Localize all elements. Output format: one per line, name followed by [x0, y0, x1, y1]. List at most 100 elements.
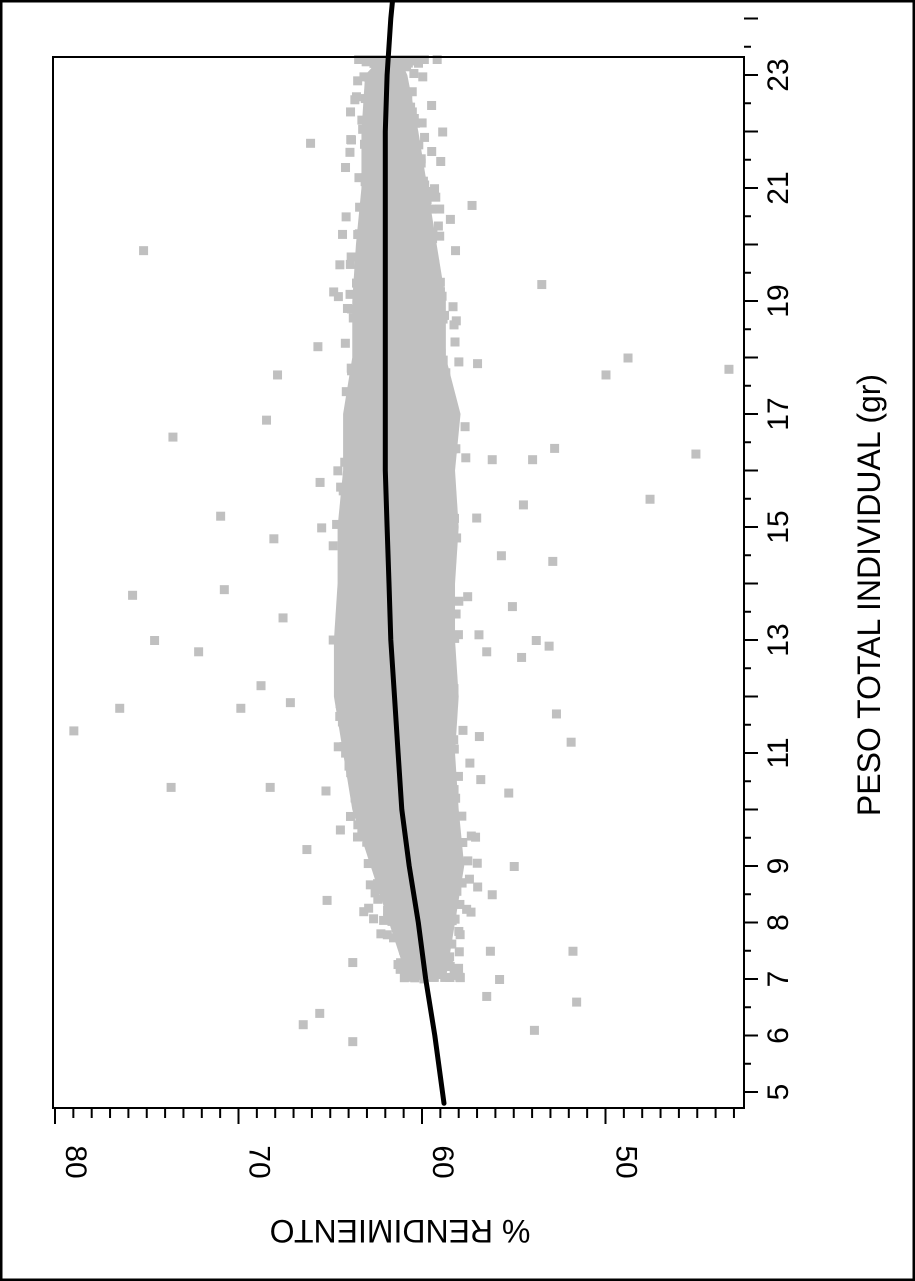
bulk-point	[355, 55, 365, 64]
scatter-point	[568, 946, 578, 956]
bulk-point	[328, 635, 338, 645]
scatter-point	[528, 455, 538, 465]
scatter-point	[269, 534, 279, 544]
bulk-point	[333, 742, 343, 752]
bulk-point	[315, 477, 325, 487]
bulk-point	[382, 930, 392, 940]
scatter-point	[216, 511, 226, 521]
scatter-point	[285, 698, 295, 708]
bulk-point	[346, 107, 356, 117]
bulk-core	[352, 809, 465, 866]
bulk-point	[332, 519, 342, 529]
scatter-point	[474, 732, 484, 742]
scatter-point	[529, 1025, 539, 1035]
scatter-point	[572, 997, 582, 1007]
bulk-point	[317, 523, 327, 533]
bulk-point	[340, 338, 350, 348]
bulk-point	[354, 173, 364, 183]
bulk-point	[345, 289, 355, 299]
scatter-point	[601, 370, 611, 380]
bulk-point	[463, 592, 473, 602]
bulk-point	[359, 72, 369, 82]
bulk-point	[465, 758, 475, 768]
bulk-point	[463, 856, 473, 866]
scatter-point	[548, 556, 558, 566]
bulk-point	[455, 899, 465, 909]
y-tick-label: 60	[426, 1145, 459, 1178]
bulk-point	[427, 204, 437, 214]
scatter-point	[69, 726, 79, 736]
bulk-point	[369, 914, 379, 924]
bulk-core	[352, 244, 446, 301]
bulk-point	[364, 903, 374, 913]
scatter-point	[473, 359, 483, 369]
bulk-point	[341, 387, 351, 397]
x-tick-label: 7	[762, 971, 795, 988]
bulk-cloud	[315, 55, 486, 984]
scatter-point	[150, 636, 160, 645]
x-tick-label: 8	[762, 914, 795, 931]
bulk-point	[454, 926, 464, 936]
bulk-point	[420, 132, 430, 142]
bulk-core	[337, 527, 459, 584]
bulk-point	[352, 832, 362, 842]
bulk-point	[341, 212, 351, 222]
bulk-point	[435, 231, 445, 241]
bulk-point	[453, 630, 463, 640]
bulk-point	[345, 259, 355, 269]
bulk-point	[353, 76, 363, 86]
x-tick-label: 9	[762, 858, 795, 875]
scatter-point	[551, 709, 561, 719]
bulk-point	[457, 811, 467, 821]
bulk-point	[454, 596, 464, 606]
bulk-point	[431, 192, 441, 202]
bulk-core	[352, 301, 446, 358]
bulk-point	[333, 466, 343, 476]
bulk-point	[383, 913, 393, 923]
bulk-point	[454, 947, 464, 957]
scatter-point	[566, 737, 576, 747]
scatter-point	[348, 958, 358, 968]
bulk-point	[341, 163, 351, 173]
bulk-point	[405, 55, 415, 64]
scatter-point	[359, 907, 369, 917]
bulk-point	[395, 964, 405, 974]
bulk-point	[450, 337, 460, 347]
scatter-point	[168, 432, 178, 442]
scatter-point	[432, 55, 442, 64]
bulk-point	[433, 221, 443, 231]
scatter-point	[645, 494, 655, 504]
x-tick-label: 11	[762, 737, 795, 768]
bulk-point	[345, 147, 355, 157]
x-tick-label: 13	[762, 623, 795, 656]
bulk-point	[445, 214, 455, 224]
bulk-point	[472, 858, 482, 868]
scatter-point	[278, 613, 288, 623]
x-tick-label: 21	[762, 171, 795, 204]
scatter-point	[550, 443, 560, 453]
scatter-point	[451, 246, 461, 256]
bulk-core	[337, 470, 459, 527]
scatter-point	[482, 647, 492, 657]
bulk-point	[407, 87, 417, 97]
scatter-point	[467, 200, 477, 210]
bulk-core	[343, 357, 461, 414]
trend-line	[382, 0, 447, 1106]
scatter-point	[485, 946, 495, 956]
scatter-point	[623, 353, 633, 363]
x-tick-label: 19	[762, 284, 795, 317]
x-tick-label: 15	[762, 510, 795, 543]
bulk-point	[346, 135, 356, 145]
scatter-point	[139, 246, 149, 256]
bulk-point	[389, 933, 399, 943]
scatter-point	[482, 991, 492, 1001]
scatter-point	[302, 845, 312, 855]
x-tick-label: 5	[762, 1084, 795, 1101]
bulk-point	[453, 771, 463, 781]
bulk-point	[365, 880, 375, 890]
bulk-point	[350, 95, 360, 105]
bulk-point	[335, 825, 345, 835]
bulk-point	[445, 962, 455, 972]
bulk-point	[451, 609, 461, 619]
bulk-core	[333, 583, 456, 640]
